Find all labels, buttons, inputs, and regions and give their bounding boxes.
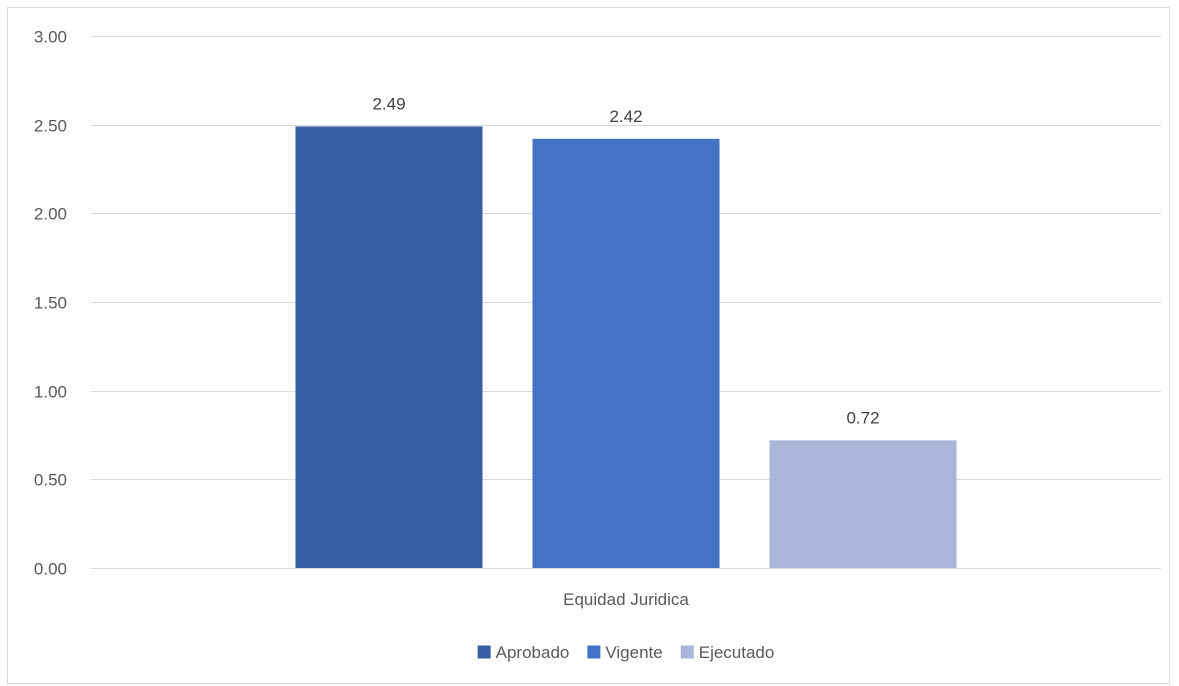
legend-label-aprobado: Aprobado xyxy=(496,643,570,662)
legend: Aprobado Vigente Ejecutado xyxy=(477,643,775,662)
legend-swatch-vigente xyxy=(587,645,601,659)
y-tick-label: 0.00 xyxy=(34,560,67,579)
y-axis-tick-labels: 0.00 0.50 1.00 1.50 2.00 2.50 3.00 xyxy=(34,28,67,579)
legend-label-vigente: Vigente xyxy=(605,643,662,662)
data-labels: 2.49 2.42 0.72 xyxy=(372,94,879,427)
data-label-ejecutado: 0.72 xyxy=(846,408,879,427)
legend-swatch-aprobado xyxy=(477,645,491,659)
x-axis-category-labels: Equidad Juridica xyxy=(563,590,689,609)
y-tick-label: 1.50 xyxy=(34,294,67,313)
data-label-vigente: 2.42 xyxy=(609,107,642,126)
y-tick-label: 2.50 xyxy=(34,117,67,136)
bar-aprobado xyxy=(295,126,483,568)
bar-vigente xyxy=(532,138,720,568)
bars xyxy=(295,126,957,568)
y-tick-label: 1.00 xyxy=(34,383,67,402)
bar-ejecutado xyxy=(769,440,957,568)
y-tick-label: 3.00 xyxy=(34,28,67,47)
y-tick-label: 0.50 xyxy=(34,471,67,490)
data-label-aprobado: 2.49 xyxy=(372,94,405,113)
legend-swatch-ejecutado xyxy=(680,645,694,659)
y-tick-label: 2.00 xyxy=(34,205,67,224)
legend-label-ejecutado: Ejecutado xyxy=(699,643,775,662)
x-category-label: Equidad Juridica xyxy=(563,590,689,609)
